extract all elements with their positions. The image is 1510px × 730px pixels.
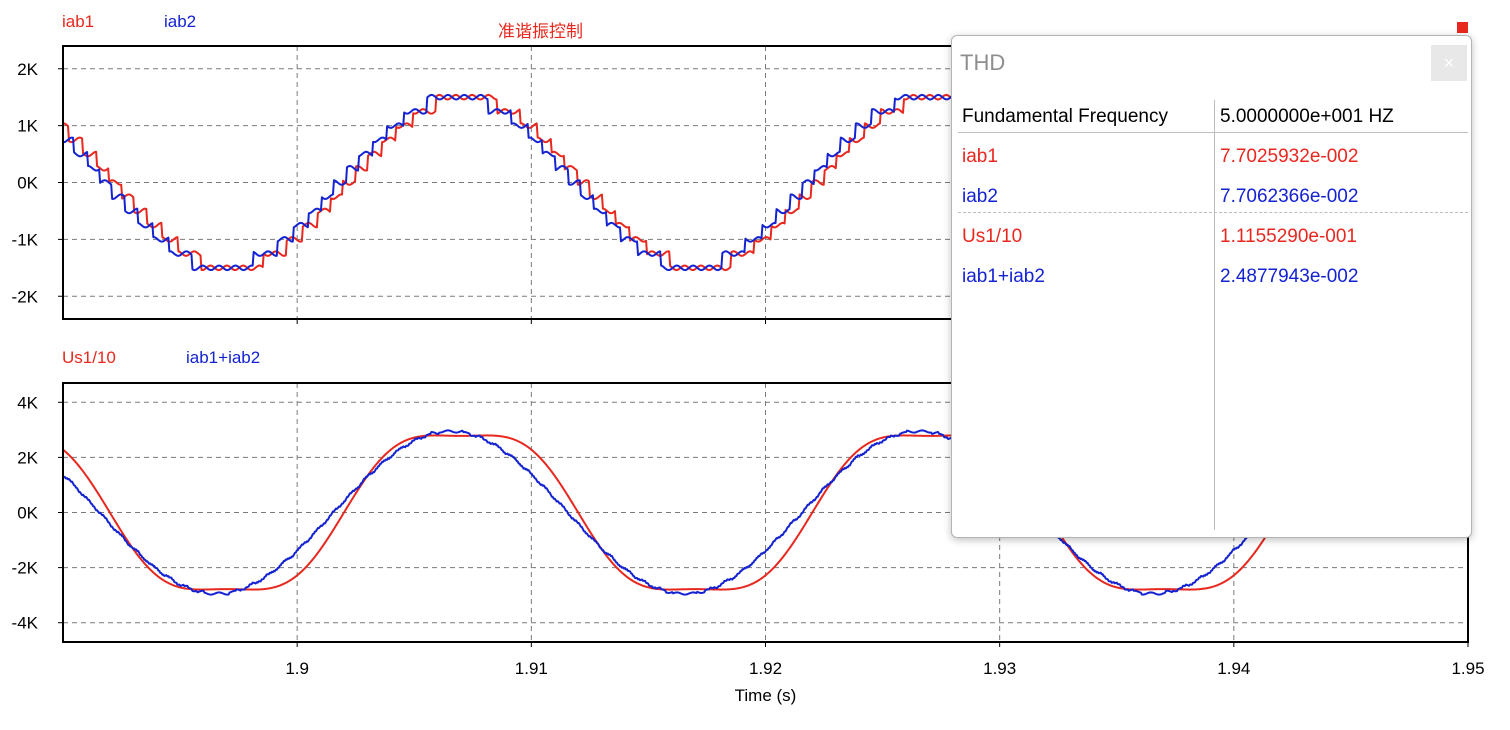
- y-tick-label: 2K: [17, 60, 38, 79]
- x-axis-label: Time (s): [735, 686, 797, 705]
- y-tick-label: 2K: [17, 448, 38, 467]
- thd-header-row: Fundamental Frequency 5.0000000e+001 HZ: [958, 106, 1468, 132]
- thd-row-label: iab1+iab2: [962, 266, 1045, 287]
- thd-row-label: iab1: [962, 146, 998, 167]
- header-divider: [958, 132, 1468, 133]
- x-tick-label: 1.94: [1217, 659, 1250, 678]
- thd-row-value: 2.4877943e-002: [1220, 266, 1359, 287]
- y-tick-label: -2K: [12, 287, 39, 306]
- y-tick-label: -1K: [12, 230, 39, 249]
- thd-row-iab2: iab2 7.7062366e-002: [958, 186, 1468, 212]
- legend-us1-10: Us1/10: [62, 348, 116, 367]
- y-tick-label: 1K: [17, 117, 38, 136]
- corner-marker-icon[interactable]: [1457, 22, 1468, 33]
- y-tick-label: -2K: [12, 559, 39, 578]
- fundamental-frequency-label: Fundamental Frequency: [962, 106, 1168, 127]
- fundamental-frequency-value: 5.0000000e+001 HZ: [1220, 106, 1394, 127]
- thd-row-us1-10: Us1/10 1.1155290e-001: [958, 226, 1468, 252]
- x-tick-label: 1.9: [285, 659, 309, 678]
- legend-iab2: iab2: [164, 12, 197, 31]
- column-divider: [1214, 100, 1215, 530]
- y-tick-label: 4K: [17, 393, 38, 412]
- thd-row-iab1-plus-iab2: iab1+iab2 2.4877943e-002: [958, 266, 1468, 292]
- y-tick-label: 0K: [17, 174, 38, 193]
- y-tick-label: 0K: [17, 504, 38, 523]
- row-divider: [958, 212, 1468, 213]
- series-line-us1-10: [62, 434, 1469, 591]
- chart-title: 准谐振控制: [498, 22, 583, 41]
- thd-row-value: 7.7062366e-002: [1220, 186, 1359, 207]
- close-icon[interactable]: ×: [1431, 45, 1467, 81]
- thd-dialog-title: THD: [960, 50, 1006, 75]
- thd-table: Fundamental Frequency 5.0000000e+001 HZ …: [958, 98, 1468, 530]
- x-tick-label: 1.92: [749, 659, 782, 678]
- series-line-iab1-iab2: [62, 429, 1469, 596]
- thd-row-value: 7.7025932e-002: [1220, 146, 1359, 167]
- legend-iab1-plus-iab2: iab1+iab2: [186, 348, 261, 367]
- legend-iab1: iab1: [62, 12, 95, 31]
- y-tick-label: -4K: [12, 614, 39, 633]
- x-tick-label: 1.91: [515, 659, 548, 678]
- thd-row-label: iab2: [962, 186, 998, 207]
- thd-row-iab1: iab1 7.7025932e-002: [958, 146, 1468, 172]
- thd-row-label: Us1/10: [962, 226, 1023, 247]
- thd-dialog: THD × Fundamental Frequency 5.0000000e+0…: [951, 35, 1472, 538]
- x-tick-label: 1.95: [1451, 659, 1484, 678]
- thd-row-value: 1.1155290e-001: [1220, 226, 1357, 247]
- x-tick-label: 1.93: [983, 659, 1016, 678]
